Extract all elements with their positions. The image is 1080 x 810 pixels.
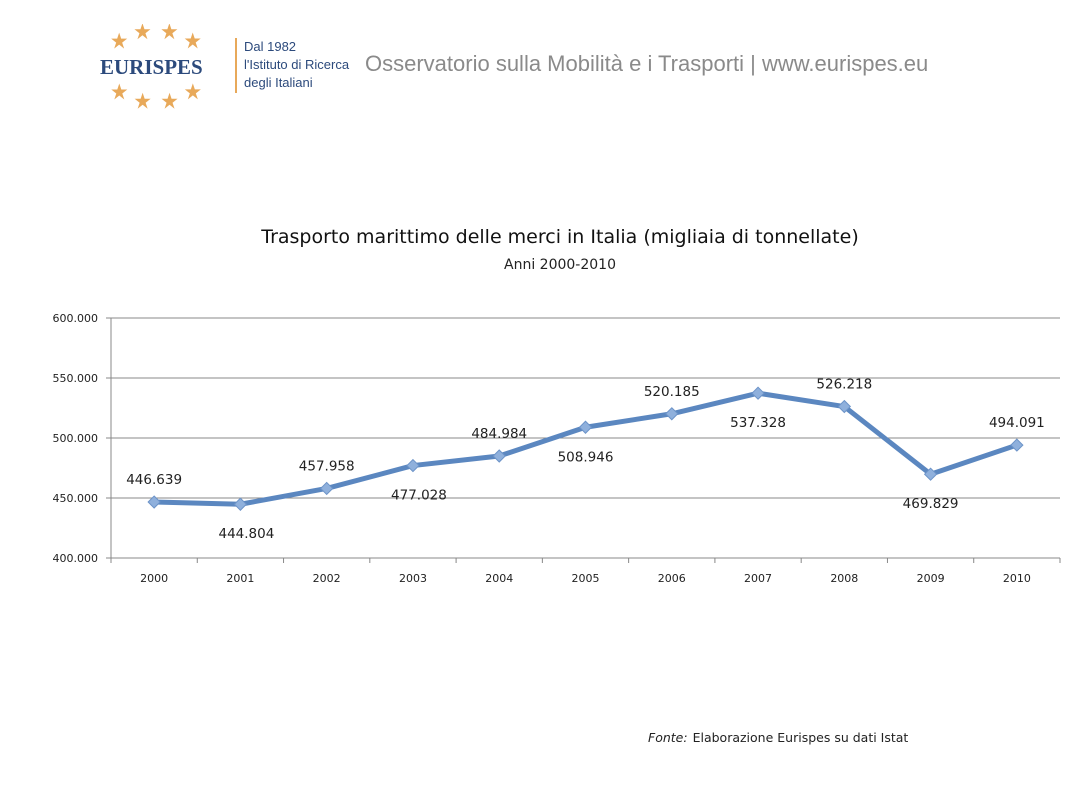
x-tick-label: 2008 [830,572,858,585]
data-point-marker [147,495,161,509]
logo-tagline-1: Dal 1982 [244,39,297,54]
x-tick-label: 2005 [572,572,600,585]
x-tick-label: 2001 [226,572,254,585]
data-point-marker [837,399,852,414]
chart-title: Trasporto marittimo delle merci in Itali… [261,226,859,248]
logo-word: EURISPES [100,55,203,79]
source-label: Fonte: [648,730,688,745]
data-label: 484.984 [471,426,527,442]
y-tick-label: 500.000 [53,432,99,445]
y-tick-label: 450.000 [53,492,99,505]
y-tick-label: 550.000 [53,372,99,385]
chart-subtitle: Anni 2000-2010 [504,257,616,273]
x-tick-label: 2007 [744,572,772,585]
eurispes-logo: EURISPES Dal 1982 l'Istituto di Ricerca … [96,24,350,114]
data-label: 537.328 [730,415,786,431]
data-label: 457.958 [299,458,355,474]
header-title: Osservatorio sulla Mobilità e i Trasport… [365,51,929,76]
data-point-marker [406,458,420,473]
data-point-marker [751,386,765,400]
y-tick-label: 400.000 [53,552,99,565]
data-label: 444.804 [218,526,274,542]
x-tick-label: 2002 [313,572,341,585]
data-point-marker [665,407,679,421]
data-point-marker [923,467,938,481]
data-label: 477.028 [391,488,447,504]
x-tick-label: 2010 [1003,572,1031,585]
x-tick-label: 2003 [399,572,427,585]
data-label: 508.946 [558,449,614,465]
logo-tagline-3: degli Italiani [244,75,313,90]
logo-divider [235,38,237,93]
data-point-marker [578,420,593,434]
x-tick-label: 2004 [485,572,513,585]
stars-ring-icon [111,24,201,109]
data-point-marker [319,481,334,496]
data-label: 520.185 [644,384,700,400]
x-tick-label: 2000 [140,572,168,585]
source-note: Fonte: Elaborazione Eurispes su dati Ist… [648,730,908,746]
x-tick-label: 2006 [658,572,686,585]
data-point-marker [233,497,248,511]
data-point-marker [492,449,506,463]
data-point-marker [1010,438,1024,452]
logo-tagline-2: l'Istituto di Ricerca [244,57,350,72]
x-tick-label: 2009 [917,572,945,585]
data-label: 526.218 [816,377,872,393]
data-label: 494.091 [989,415,1045,431]
data-label: 446.639 [126,472,182,488]
source-text: Elaborazione Eurispes su dati Istat [692,730,909,745]
y-tick-label: 600.000 [53,312,99,325]
data-label: 469.829 [903,496,959,512]
